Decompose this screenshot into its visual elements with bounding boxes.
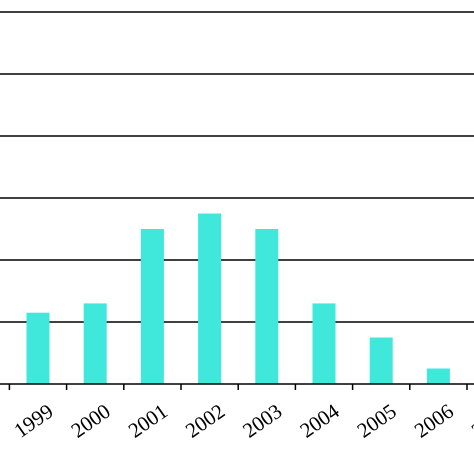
x-tick-label-1999: 1999	[9, 399, 57, 443]
x-tick-label-2006: 2006	[410, 399, 458, 443]
x-tick-label-2001: 2001	[124, 399, 172, 443]
bar-1999	[26, 312, 50, 384]
x-tick-label-2000: 2000	[67, 399, 115, 443]
x-tick-label-2003: 2003	[238, 399, 286, 443]
x-ticks	[8, 384, 468, 390]
bar-2002	[198, 213, 222, 384]
bars	[26, 213, 450, 384]
x-tick-labels: 1999 2000 2001 2002 2003 2004 2005 2006 2007	[9, 399, 474, 443]
bar-2004	[312, 303, 336, 384]
gridlines	[0, 11, 474, 323]
bar-2001	[140, 229, 164, 384]
bar-2000	[83, 303, 107, 384]
bar-2003	[255, 229, 279, 384]
x-tick-label-2007: 2007	[467, 399, 474, 443]
x-tick-label-2004: 2004	[295, 399, 344, 443]
bar-2006	[426, 368, 450, 384]
x-tick-label-2002: 2002	[181, 399, 229, 443]
bar-2005	[369, 337, 393, 384]
x-tick-label-2005: 2005	[353, 399, 401, 443]
